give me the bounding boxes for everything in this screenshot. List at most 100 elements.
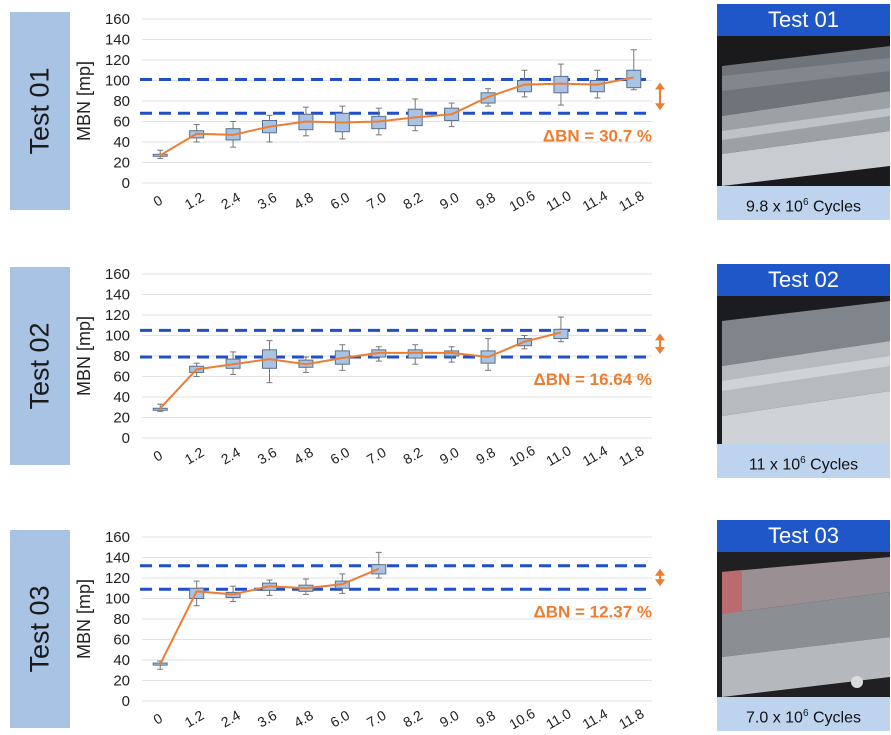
delta-arrow-head-up — [655, 568, 665, 576]
y-tick-label: 0 — [122, 175, 130, 192]
x-tick-label: 0 — [150, 710, 165, 728]
test-label-2: Test 02 — [10, 267, 70, 465]
specimen-photo-svg-1 — [717, 36, 890, 186]
photo-panel-test-02: Test 02 11 x 106 Cycles — [717, 264, 890, 478]
y-tick-label: 40 — [113, 389, 130, 406]
photo-title-test-03: Test 03 — [717, 520, 890, 552]
y-tick-label: 140 — [105, 32, 130, 49]
specimen-photo-svg-3 — [717, 552, 890, 697]
y-tick-label: 160 — [105, 529, 130, 546]
test-label-1-text: Test 01 — [24, 67, 55, 155]
y-tick-label: 140 — [105, 550, 130, 567]
box-mark — [152, 407, 168, 411]
x-tick-label: 4.8 — [291, 189, 316, 213]
mean-line — [159, 567, 380, 665]
chart-svg-test-03: 0 20 40 60 80 100 120 140 160 MBN [mp] 0 1.2 2.4 3.6 4… — [74, 529, 665, 732]
y-tick-label: 40 — [113, 134, 130, 151]
box-mark — [407, 349, 423, 359]
specimen-photo-test-01 — [717, 36, 890, 186]
y-tick-label: 60 — [113, 114, 130, 131]
photo-title-test-01: Test 01 — [717, 4, 890, 36]
y-axis-label: MBN [mp] — [74, 61, 94, 141]
x-tick-label: 8.2 — [400, 707, 425, 729]
x-tick-label: 11.8 — [616, 442, 647, 469]
y-tick-label: 100 — [105, 328, 130, 345]
y-tick-label: 160 — [105, 266, 130, 283]
x-tick-label: 11.0 — [543, 705, 574, 729]
y-tick-label: 0 — [122, 430, 130, 447]
chart-svg-test-02: 0 20 40 60 80 100 120 140 160 MBN [mp] 0 1.2 2.4 3.6 4… — [74, 266, 665, 469]
x-tick-label: 9.0 — [437, 444, 462, 468]
x-tick-label: 11.8 — [616, 187, 647, 214]
x-tick-label: 4.8 — [291, 707, 316, 729]
y-tick-label: 80 — [113, 348, 130, 365]
x-tick-label: 11.8 — [616, 705, 647, 729]
chart-svg-test-01: 0 20 40 60 80 100 120 140 160 MBN [mp] 0 1.2 2.4 3.6 4… — [74, 11, 665, 215]
y-tick-label: 120 — [105, 570, 130, 587]
x-tick-label: 7.0 — [364, 444, 389, 468]
photo-title-test-02: Test 02 — [717, 264, 890, 296]
caption-suffix: Cycles — [805, 456, 859, 474]
x-tick-label: 8.2 — [400, 189, 425, 213]
x-tick-label: 7.0 — [364, 189, 389, 213]
y-tick-label: 20 — [113, 673, 130, 690]
x-tick-label: 3.6 — [255, 707, 280, 729]
y-tick-label: 140 — [105, 287, 130, 304]
delta-arrow-head-down — [655, 347, 665, 355]
specimen-photo-test-02 — [717, 296, 890, 444]
specimen-photo-test-03 — [717, 552, 890, 697]
y-axis-label: MBN [mp] — [74, 316, 94, 396]
caption-exponent: 6 — [802, 197, 809, 208]
y-tick-label: 100 — [105, 591, 130, 608]
y-tick-label: 120 — [105, 52, 130, 69]
chart-test-01: 0 20 40 60 80 100 120 140 160 MBN [mp] 0 1.2 2.4 3.6 4… — [72, 5, 672, 220]
x-tick-label: 6.0 — [327, 189, 352, 213]
x-tick-label: 11.0 — [543, 442, 574, 469]
x-tick-label: 10.6 — [506, 187, 538, 215]
caption-base: 9.8 x 10 — [746, 198, 803, 216]
x-tick-label: 0 — [150, 192, 165, 210]
delta-arrow-head-down — [655, 579, 665, 587]
delta-bn-annotation: ΔBN = 16.64 % — [533, 370, 652, 389]
x-tick-label: 6.0 — [327, 707, 352, 729]
cycles-caption-test-01: 9.8 x 106 Cycles — [717, 186, 890, 220]
x-tick-label: 0 — [150, 447, 165, 465]
x-tick-label: 8.2 — [400, 444, 425, 468]
chart-test-02: 0 20 40 60 80 100 120 140 160 MBN [mp] 0 1.2 2.4 3.6 4… — [72, 260, 672, 475]
y-tick-label: 40 — [113, 652, 130, 669]
mean-line — [159, 76, 634, 157]
delta-arrow-head-up — [655, 333, 665, 341]
y-tick-label: 20 — [113, 155, 130, 172]
x-tick-label: 2.4 — [218, 444, 243, 468]
x-tick-label: 11.0 — [543, 187, 574, 214]
y-tick-label: 60 — [113, 632, 130, 649]
y-tick-label: 120 — [105, 307, 130, 324]
x-tick-label: 6.0 — [327, 444, 352, 468]
y-tick-label: 60 — [113, 369, 130, 386]
x-tick-label: 9.8 — [473, 444, 498, 468]
caption-suffix: Cycles — [808, 198, 861, 216]
x-tick-label: 7.0 — [364, 707, 389, 729]
test-label-2-text: Test 02 — [24, 322, 55, 410]
cycles-caption-test-03: 7.0 x 106 Cycles — [717, 697, 890, 731]
caption-base: 7.0 x 10 — [746, 709, 803, 727]
caption-base: 11 x 10 — [748, 456, 801, 474]
x-tick-label: 4.8 — [291, 444, 316, 468]
x-tick-label: 3.6 — [255, 189, 280, 213]
y-tick-label: 80 — [113, 93, 130, 110]
box-mark — [589, 80, 605, 93]
x-tick-label: 10.6 — [506, 705, 538, 729]
test-label-3-text: Test 03 — [24, 585, 55, 673]
y-tick-label: 100 — [105, 73, 130, 90]
delta-arrow-head-up — [655, 82, 665, 90]
y-tick-label: 20 — [113, 410, 130, 427]
x-tick-label: 11.4 — [580, 442, 611, 469]
photo-panel-test-01: Test 01 9.8 x 106 Cycles — [717, 4, 890, 220]
y-tick-label: 80 — [113, 611, 130, 628]
x-tick-label: 9.0 — [437, 189, 462, 213]
x-tick-label: 11.4 — [580, 187, 611, 214]
y-tick-label: 160 — [105, 11, 130, 28]
delta-bn-annotation: ΔBN = 30.7 % — [543, 126, 652, 145]
caption-exponent: 6 — [800, 455, 806, 466]
x-tick-label: 11.4 — [580, 705, 611, 729]
